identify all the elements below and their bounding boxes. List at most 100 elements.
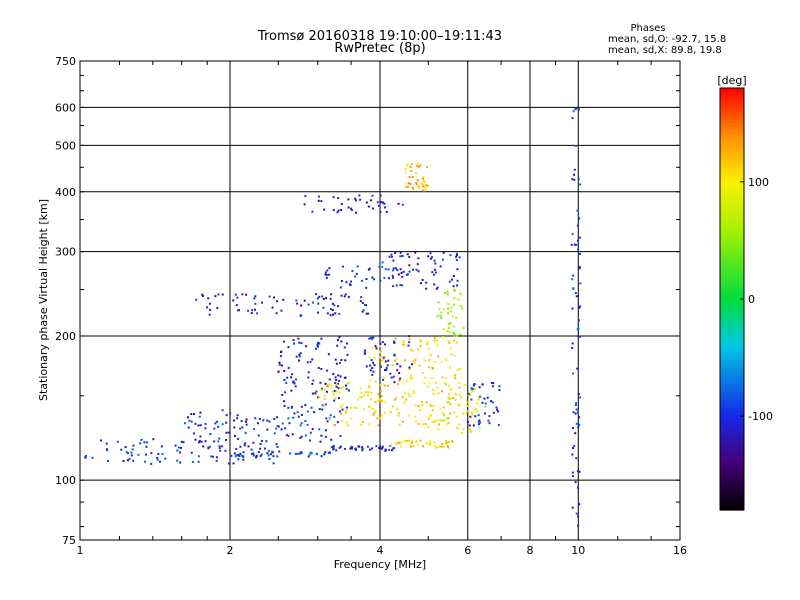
- data-point: [383, 411, 386, 414]
- colorbar-segment: [720, 400, 744, 406]
- data-point: [427, 366, 430, 369]
- data-point: [443, 419, 446, 422]
- data-point: [427, 255, 430, 258]
- data-point: [405, 379, 408, 382]
- data-point: [257, 434, 260, 437]
- data-point: [369, 199, 372, 202]
- data-point: [462, 326, 465, 329]
- data-point: [370, 391, 373, 394]
- data-point: [276, 300, 279, 303]
- data-point: [412, 445, 415, 448]
- data-point: [572, 447, 575, 450]
- data-point: [193, 412, 196, 415]
- data-point: [395, 442, 398, 445]
- data-point: [268, 420, 271, 423]
- data-point: [451, 315, 454, 318]
- data-point: [442, 308, 445, 311]
- data-point: [214, 422, 217, 425]
- data-point: [572, 274, 575, 277]
- colorbar-segment: [720, 295, 744, 300]
- data-point: [321, 404, 324, 407]
- data-point: [434, 262, 437, 265]
- data-point: [238, 454, 241, 457]
- data-point: [339, 410, 342, 413]
- data-point: [449, 388, 452, 391]
- data-point: [401, 396, 404, 399]
- data-point: [386, 384, 389, 387]
- colorbar-segment: [720, 204, 744, 209]
- data-point: [347, 206, 350, 209]
- data-point: [327, 273, 330, 276]
- data-point: [571, 342, 574, 345]
- y-tick-label: 75: [62, 534, 76, 547]
- data-point: [412, 188, 415, 191]
- colorbar: -100 0 100: [719, 87, 773, 511]
- data-point: [422, 175, 425, 178]
- data-point: [311, 301, 314, 304]
- colorbar-segment: [720, 144, 744, 149]
- data-point: [334, 397, 337, 400]
- colorbar-segment: [720, 439, 744, 444]
- data-point: [137, 453, 140, 456]
- data-point: [247, 445, 250, 448]
- data-point: [294, 385, 297, 388]
- data-point: [243, 444, 246, 447]
- data-point: [433, 336, 436, 339]
- data-point: [328, 383, 331, 386]
- colorbar-segment: [720, 256, 744, 261]
- data-point: [260, 453, 263, 456]
- data-point: [446, 291, 449, 294]
- data-point: [399, 255, 402, 258]
- data-point: [409, 183, 412, 186]
- data-point: [393, 340, 396, 343]
- data-point: [198, 441, 201, 444]
- data-point: [384, 343, 387, 346]
- data-point: [417, 186, 420, 189]
- colorbar-segment: [720, 502, 744, 508]
- data-point: [421, 371, 424, 374]
- data-point: [208, 302, 211, 305]
- data-point: [409, 348, 412, 351]
- data-point: [194, 422, 197, 425]
- data-point: [244, 420, 247, 423]
- data-point: [233, 419, 236, 422]
- data-point: [338, 361, 341, 364]
- data-point: [292, 380, 295, 383]
- data-point: [277, 425, 280, 428]
- colorbar-segment: [720, 495, 744, 501]
- data-point: [445, 383, 448, 386]
- data-point: [383, 202, 386, 205]
- data-point: [575, 107, 578, 110]
- data-point: [422, 183, 425, 186]
- data-point: [267, 449, 270, 452]
- data-point: [335, 385, 338, 388]
- data-point: [384, 449, 387, 452]
- data-point: [354, 447, 357, 450]
- data-point: [409, 444, 412, 447]
- data-point: [326, 269, 329, 272]
- data-point: [218, 437, 221, 440]
- data-point: [324, 382, 327, 385]
- data-point: [306, 423, 309, 426]
- colorbar-segment: [720, 313, 744, 318]
- data-point: [197, 460, 200, 463]
- data-point: [354, 197, 357, 200]
- data-point: [340, 209, 343, 212]
- y-tick-label: 600: [55, 101, 76, 114]
- data-point: [371, 276, 374, 279]
- data-point: [283, 379, 286, 382]
- data-point: [124, 445, 127, 448]
- data-point: [131, 448, 134, 451]
- data-point: [337, 197, 340, 200]
- data-point: [379, 194, 382, 197]
- data-point: [342, 386, 345, 389]
- data-point: [492, 411, 495, 414]
- data-point: [340, 294, 343, 297]
- colorbar-segment: [720, 365, 744, 370]
- data-point: [453, 334, 456, 337]
- data-point: [293, 342, 296, 345]
- y-tick-label: 400: [55, 186, 76, 199]
- data-point: [442, 251, 445, 254]
- data-point: [411, 349, 414, 352]
